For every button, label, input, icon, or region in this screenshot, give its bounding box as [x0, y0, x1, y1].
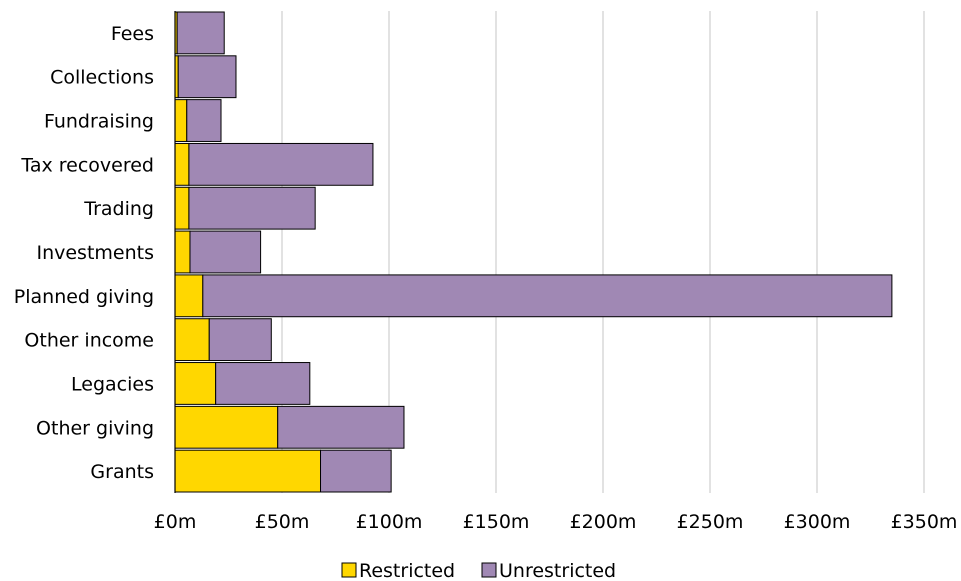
- category-label: Grants: [90, 461, 154, 483]
- bar-unrestricted-other-income: [208, 318, 272, 362]
- gridlines: [281, 11, 925, 493]
- category-label: Trading: [83, 198, 154, 220]
- category-label: Collections: [50, 67, 154, 89]
- bar-restricted-legacies: [174, 362, 217, 405]
- legend-swatch-unrestricted: [481, 562, 497, 578]
- bar-unrestricted-tax-recovered: [188, 142, 374, 186]
- x-tick-label: £50m: [255, 511, 310, 533]
- x-tick-label: £300m: [784, 511, 851, 533]
- bar-restricted-grants: [174, 449, 322, 493]
- bar-unrestricted-legacies: [215, 362, 311, 405]
- bar-unrestricted-other-giving: [277, 405, 405, 449]
- x-tick-label: £200m: [570, 511, 637, 533]
- category-label: Fees: [111, 23, 154, 45]
- x-tick-label: £350m: [891, 511, 958, 533]
- category-labels: Fees Collections Fundraising Tax recovered T…: [14, 23, 154, 483]
- category-label: Legacies: [71, 373, 154, 395]
- category-label: Other giving: [36, 417, 154, 439]
- x-tick-label: £100m: [356, 511, 423, 533]
- legend-swatch-restricted: [341, 562, 357, 578]
- bars: [174, 11, 893, 493]
- bar-unrestricted-trading: [188, 186, 316, 230]
- x-tick-label: £150m: [463, 511, 530, 533]
- bar-restricted-fundraising: [174, 99, 188, 142]
- x-tick-labels: £0m £50m £100m £150m £200m £250m £300m £350m: [154, 511, 958, 533]
- bar-restricted-tax-recovered: [174, 142, 190, 186]
- x-tick-label: £250m: [677, 511, 744, 533]
- category-label: Tax recovered: [20, 154, 154, 176]
- legend: Restricted Unrestricted: [341, 560, 616, 581]
- bar-unrestricted-grants: [320, 449, 392, 493]
- bar-unrestricted-planned-giving: [202, 274, 893, 318]
- legend-label-restricted: Restricted: [359, 560, 455, 581]
- category-label: Investments: [36, 242, 154, 264]
- x-tick-label: £0m: [154, 511, 197, 533]
- bar-unrestricted-collections: [177, 55, 237, 99]
- bar-restricted-other-income: [174, 318, 210, 362]
- category-label: Other income: [24, 330, 154, 352]
- category-label: Planned giving: [14, 286, 154, 308]
- category-label: Fundraising: [44, 111, 154, 133]
- bar-unrestricted-fundraising: [186, 99, 222, 142]
- bar-restricted-investments: [174, 230, 191, 274]
- bar-unrestricted-investments: [189, 230, 262, 274]
- bar-restricted-trading: [174, 186, 190, 230]
- bar-unrestricted-fees: [176, 11, 225, 55]
- legend-label-unrestricted: Unrestricted: [499, 560, 616, 581]
- bar-restricted-planned-giving: [174, 274, 204, 318]
- bar-restricted-other-giving: [174, 405, 279, 449]
